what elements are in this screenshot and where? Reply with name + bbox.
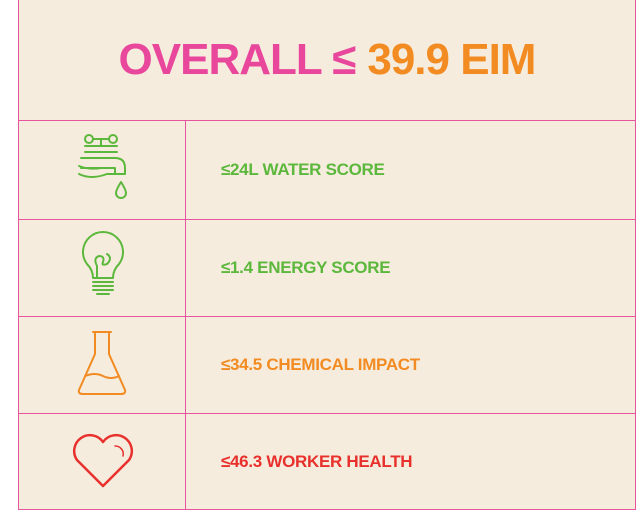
health-icon <box>72 433 134 488</box>
row-text: ≤46.3 WORKER HEALTH <box>221 452 413 471</box>
row-text: ≤24L WATER SCORE <box>221 160 385 179</box>
divider <box>19 413 635 414</box>
energy-icon <box>82 231 124 295</box>
row-text: ≤34.5 CHEMICAL IMPACT <box>221 355 420 374</box>
water-icon <box>78 134 127 199</box>
title-label: OVERALL ≤ <box>118 35 357 84</box>
title: OVERALL ≤ 39.9 EIM <box>19 0 635 120</box>
divider <box>19 120 635 121</box>
score-card: OVERALL ≤ 39.9 EIM ≤24L WATER SCORE ≤1.4… <box>18 0 636 510</box>
divider <box>19 316 635 317</box>
column-divider <box>185 120 186 509</box>
title-value: 39.9 EIM <box>367 35 536 84</box>
divider <box>19 219 635 220</box>
chemical-icon <box>77 331 127 395</box>
row-text: ≤1.4 ENERGY SCORE <box>221 258 391 277</box>
